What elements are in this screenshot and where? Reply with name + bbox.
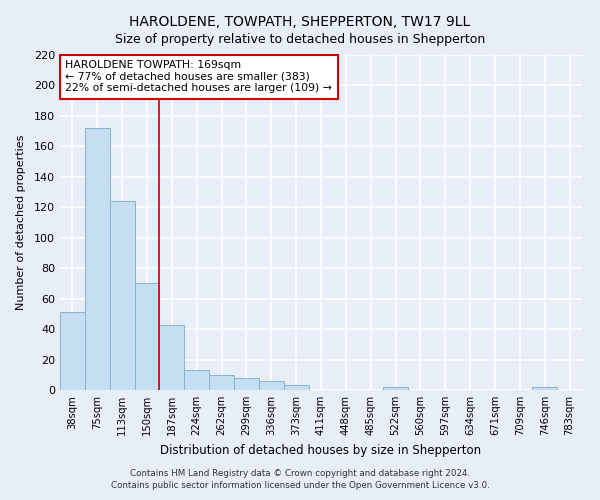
Text: HAROLDENE, TOWPATH, SHEPPERTON, TW17 9LL: HAROLDENE, TOWPATH, SHEPPERTON, TW17 9LL	[130, 15, 470, 29]
Bar	[60, 312, 85, 390]
Text: HAROLDENE TOWPATH: 169sqm
← 77% of detached houses are smaller (383)
22% of semi: HAROLDENE TOWPATH: 169sqm ← 77% of detac…	[65, 60, 332, 93]
Bar	[184, 370, 209, 390]
Bar	[383, 387, 408, 390]
Text: Contains HM Land Registry data © Crown copyright and database right 2024.
Contai: Contains HM Land Registry data © Crown c…	[110, 468, 490, 490]
Bar	[134, 284, 160, 390]
Bar	[284, 386, 308, 390]
Bar	[234, 378, 259, 390]
Text: Size of property relative to detached houses in Shepperton: Size of property relative to detached ho…	[115, 32, 485, 46]
Y-axis label: Number of detached properties: Number of detached properties	[16, 135, 26, 310]
Bar	[85, 128, 110, 390]
Bar	[110, 201, 134, 390]
Bar	[259, 381, 284, 390]
Bar	[532, 387, 557, 390]
Bar	[160, 324, 184, 390]
Bar	[209, 375, 234, 390]
X-axis label: Distribution of detached houses by size in Shepperton: Distribution of detached houses by size …	[160, 444, 482, 456]
